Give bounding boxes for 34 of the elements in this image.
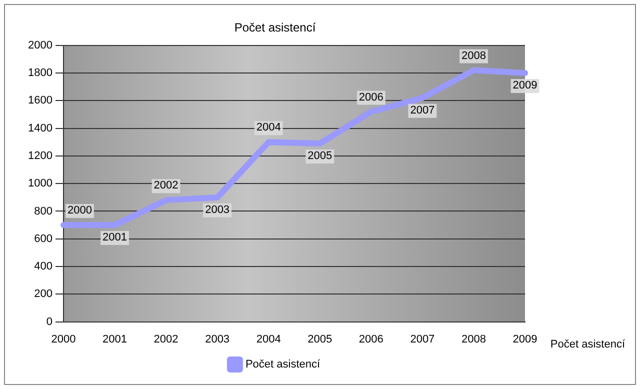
annotation: 2005 (308, 150, 332, 162)
annotation: 2003 (205, 204, 230, 216)
y-tick-label: 200 (34, 288, 52, 300)
annotation: 2006 (358, 91, 384, 104)
annotation: 2008 (461, 50, 486, 62)
x-tick-label: 2000 (51, 333, 76, 346)
x-tick-label: 2005 (308, 333, 332, 346)
x-tick-label: 2001 (102, 333, 127, 346)
x-tick-label: 2003 (205, 333, 230, 346)
y-tick-label: 600 (34, 232, 52, 245)
y-tick-label: 1200 (28, 150, 52, 162)
annotation: 2002 (154, 180, 178, 192)
y-tick-label: 1400 (28, 122, 52, 134)
y-tick-label: 2000 (28, 39, 52, 52)
x-tick-label: 2008 (461, 333, 486, 346)
y-tick-label: 800 (34, 205, 52, 218)
annotation: 2000 (67, 204, 92, 217)
x-tick-label: 2004 (256, 333, 281, 346)
x-tick-label: 2002 (154, 333, 178, 346)
y-tick-label: 0 (46, 316, 52, 328)
annotation: 2007 (410, 104, 435, 116)
annotation: 2004 (256, 122, 281, 134)
y-tick-label: 1800 (28, 67, 52, 80)
x-tick-label: 2009 (512, 333, 538, 346)
x-tick-label: 2007 (410, 333, 435, 346)
annotation: 2001 (102, 232, 127, 244)
legend-label: Počet asistencí (245, 358, 321, 371)
y-tick-label: 1600 (28, 94, 52, 107)
annotation: 2009 (512, 80, 538, 92)
chart-title: Počet asistencí (234, 20, 316, 35)
x-tick-label: 2006 (358, 333, 384, 346)
y-tick-label: 400 (34, 260, 52, 273)
text: Počet asistencí (550, 338, 626, 350)
y-tick-label: 1000 (28, 178, 52, 190)
